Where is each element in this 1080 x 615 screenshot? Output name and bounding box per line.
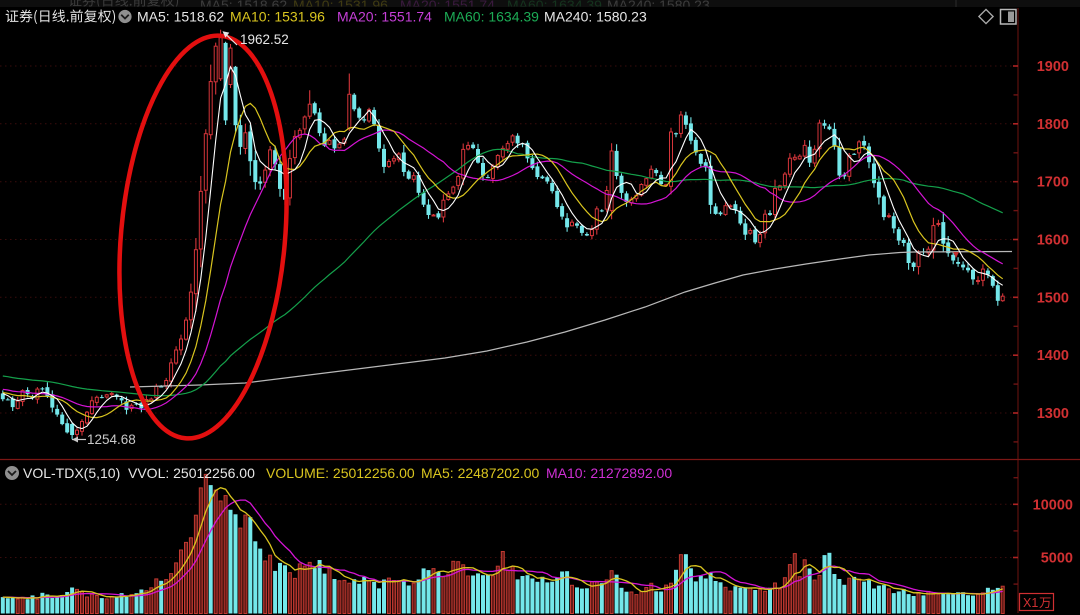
svg-text:1400: 1400 [1037,348,1069,364]
svg-text:MA60: 1634.39: MA60: 1634.39 [444,9,539,25]
svg-text:MA20: 1551.74: MA20: 1551.74 [400,0,495,13]
svg-text:1962.52: 1962.52 [240,32,289,47]
svg-text:VOLUME: 25012256.00: VOLUME: 25012256.00 [266,465,415,481]
svg-text:MA240: 1580.23: MA240: 1580.23 [544,9,647,25]
svg-text:1254.68: 1254.68 [87,432,136,447]
svg-text:1900: 1900 [1037,59,1069,75]
svg-text:5000: 5000 [1041,551,1073,567]
svg-text:VOL-TDX(5,10): VOL-TDX(5,10) [23,465,120,481]
svg-text:MA20: 1551.74: MA20: 1551.74 [337,9,432,25]
svg-text:1800: 1800 [1037,117,1069,133]
svg-text:MA10: 1531.96: MA10: 1531.96 [230,9,325,25]
svg-text:MA60: 1634.39: MA60: 1634.39 [507,0,602,13]
svg-text:MA10: 1531.96: MA10: 1531.96 [293,0,388,13]
svg-text:MA240: 1580.23: MA240: 1580.23 [607,0,710,13]
svg-text:X1: X1 [1023,596,1038,610]
svg-text:MA5: 1518.62: MA5: 1518.62 [200,0,287,13]
svg-text:MA10: 21272892.00: MA10: 21272892.00 [546,465,672,481]
svg-text:1600: 1600 [1037,233,1069,249]
svg-text:10000: 10000 [1033,497,1073,513]
svg-text:1300: 1300 [1037,406,1069,422]
svg-text:MA5: 22487202.00: MA5: 22487202.00 [421,465,540,481]
svg-text:VVOL: 25012256.00: VVOL: 25012256.00 [128,465,255,481]
svg-text:1700: 1700 [1037,175,1069,191]
svg-text:MA5: 1518.62: MA5: 1518.62 [137,9,224,25]
svg-text:1500: 1500 [1037,290,1069,306]
